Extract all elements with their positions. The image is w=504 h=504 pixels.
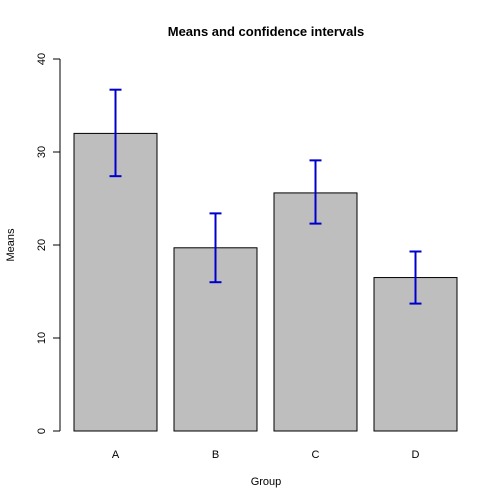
y-tick-label: 40 [36, 53, 48, 65]
y-axis-label: Means [5, 228, 17, 262]
x-tick-label: B [212, 449, 219, 461]
x-axis-label: Group [251, 476, 282, 488]
bar-c [273, 192, 358, 432]
error-bars-group [109, 88, 422, 305]
y-axis: 0 10 20 30 40 [36, 53, 61, 434]
y-tick-label: 30 [36, 146, 48, 158]
x-tick-label: D [412, 449, 420, 461]
y-tick-label: 20 [36, 239, 48, 251]
x-tick-labels: A B C D [112, 449, 420, 461]
x-tick-label: C [312, 449, 320, 461]
y-tick-label: 10 [36, 332, 48, 344]
x-tick-label: A [112, 449, 120, 461]
bars-group [73, 132, 458, 432]
y-tick-label: 0 [36, 428, 48, 434]
bar-a [73, 132, 158, 432]
chart-title: Means and confidence intervals [168, 24, 365, 39]
